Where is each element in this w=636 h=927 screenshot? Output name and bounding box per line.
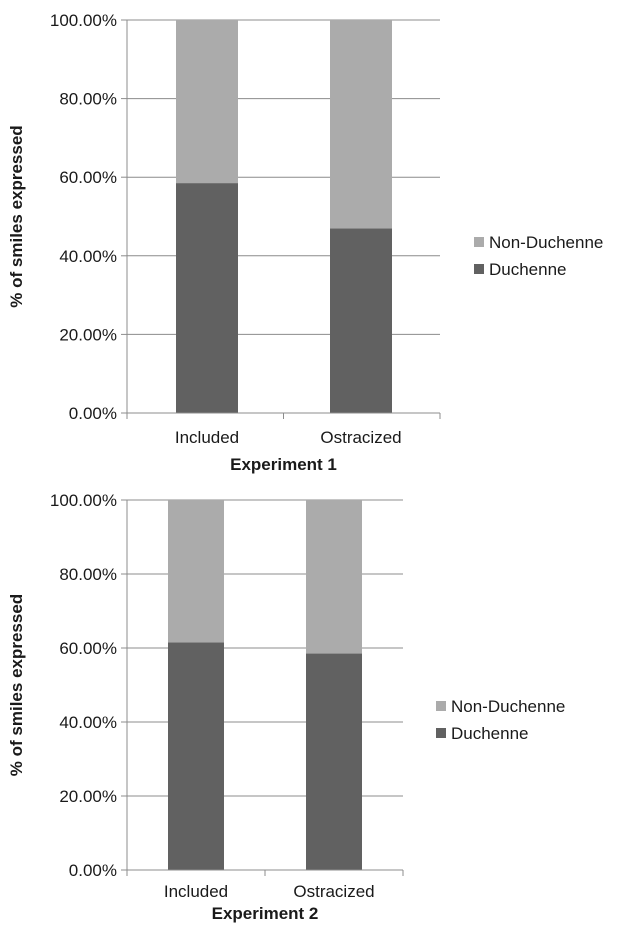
x-axis-title: Experiment 2 bbox=[212, 904, 319, 923]
legend-label: Non-Duchenne bbox=[451, 697, 565, 716]
legend: Non-Duchenne Duchenne bbox=[436, 697, 565, 743]
bar-duchenne-included bbox=[168, 642, 224, 870]
y-tick-label: 100.00% bbox=[50, 11, 117, 30]
x-category-label: Included bbox=[175, 428, 239, 447]
bar-non-duchenne-ostracized bbox=[306, 500, 362, 654]
legend-swatch bbox=[436, 701, 446, 711]
bar-duchenne-included bbox=[176, 183, 238, 413]
y-tick-label: 60.00% bbox=[59, 639, 117, 658]
bar-non-duchenne-included bbox=[168, 500, 224, 643]
y-tick-label: 80.00% bbox=[59, 565, 117, 584]
y-tick-label: 20.00% bbox=[59, 787, 117, 806]
y-tick-label: 0.00% bbox=[69, 404, 117, 423]
x-category-label: Included bbox=[164, 882, 228, 901]
chart-1: 0.00% 20.00% 40.00% 60.00% 80.00% 100.00% Incl… bbox=[7, 11, 603, 474]
legend: Non-Duchenne Duchenne bbox=[474, 233, 603, 279]
y-tick-label: 100.00% bbox=[50, 491, 117, 510]
legend-swatch bbox=[474, 264, 484, 274]
y-tick-label: 20.00% bbox=[59, 325, 117, 344]
bar-duchenne-ostracized bbox=[330, 228, 392, 413]
legend-label: Duchenne bbox=[489, 260, 567, 279]
y-axis-title: % of smiles expressed bbox=[7, 594, 26, 776]
x-axis-title: Experiment 1 bbox=[230, 455, 337, 474]
y-axis-title: % of smiles expressed bbox=[7, 125, 26, 307]
bar-duchenne-ostracized bbox=[306, 653, 362, 870]
legend-swatch bbox=[474, 237, 484, 247]
chart-2: 0.00% 20.00% 40.00% 60.00% 80.00% 100.00% Incl… bbox=[7, 491, 565, 923]
y-tick-label: 40.00% bbox=[59, 713, 117, 732]
y-tick-label: 60.00% bbox=[59, 168, 117, 187]
x-category-label: Ostracized bbox=[320, 428, 401, 447]
legend-label: Duchenne bbox=[451, 724, 529, 743]
y-tick-label: 40.00% bbox=[59, 247, 117, 266]
bar-non-duchenne-ostracized bbox=[330, 20, 392, 229]
y-tick-label: 0.00% bbox=[69, 861, 117, 880]
x-category-label: Ostracized bbox=[293, 882, 374, 901]
y-tick-label: 80.00% bbox=[59, 90, 117, 109]
bar-non-duchenne-included bbox=[176, 20, 238, 184]
legend-swatch bbox=[436, 728, 446, 738]
legend-label: Non-Duchenne bbox=[489, 233, 603, 252]
